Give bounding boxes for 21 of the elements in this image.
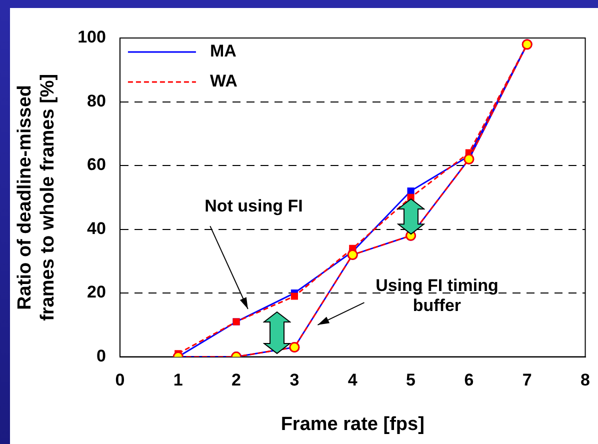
x-tick-label: 8 bbox=[580, 370, 590, 390]
legend-label: MA bbox=[210, 42, 236, 61]
x-tick-label: 7 bbox=[522, 370, 532, 390]
x-tick-label: 2 bbox=[232, 370, 242, 390]
y-axis-title: Ratio of deadline-missed frames to whole frames [%] bbox=[14, 74, 58, 321]
legend-label: WA bbox=[210, 72, 238, 91]
x-axis-title: Frame rate [fps] bbox=[280, 414, 424, 435]
y-tick-label: 20 bbox=[87, 282, 106, 302]
x-tick-label: 3 bbox=[290, 370, 300, 390]
y-tick-label: 60 bbox=[87, 155, 106, 174]
annotation: Using FI timing buffer bbox=[376, 276, 498, 315]
annotation: Not using FI bbox=[204, 196, 303, 216]
y-tick-label: 80 bbox=[87, 91, 106, 110]
y-tick-label: 100 bbox=[78, 28, 106, 47]
x-tick-label: 5 bbox=[406, 370, 416, 390]
x-tick-label: 6 bbox=[464, 370, 474, 390]
x-tick-label: 4 bbox=[348, 370, 358, 390]
x-tick-label: 1 bbox=[173, 370, 183, 390]
y-tick-label: 40 bbox=[87, 218, 106, 238]
x-tick-label: 0 bbox=[115, 370, 125, 390]
y-tick-label: 0 bbox=[96, 346, 106, 366]
